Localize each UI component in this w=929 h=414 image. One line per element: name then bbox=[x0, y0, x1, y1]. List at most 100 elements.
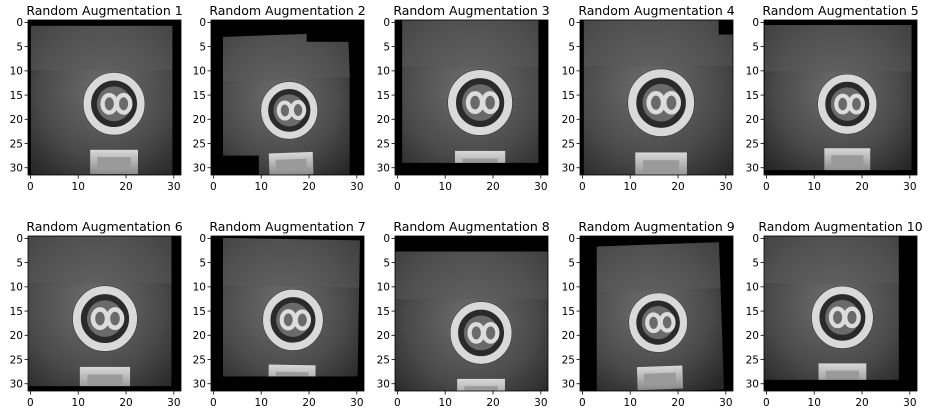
x-tick-label: 0 bbox=[210, 181, 217, 193]
x-tick-label: 20 bbox=[486, 397, 499, 409]
y-tick-label: 30 bbox=[193, 379, 206, 391]
y-tick-label: 30 bbox=[10, 163, 23, 175]
axes-frame bbox=[394, 235, 549, 392]
y-tick-label: 5 bbox=[16, 41, 23, 53]
augmented-sign-image bbox=[764, 236, 917, 391]
y-tick-label: 30 bbox=[377, 379, 390, 391]
augmented-sign-image bbox=[395, 20, 548, 175]
y-tick-label: 0 bbox=[383, 17, 390, 29]
x-tick-label: 0 bbox=[27, 397, 34, 409]
y-tick-label: 20 bbox=[562, 114, 575, 126]
y-tick-label: 10 bbox=[193, 282, 206, 294]
y-tick-label: 0 bbox=[568, 17, 575, 29]
y-tick-label: 5 bbox=[16, 257, 23, 269]
y-tick-label: 5 bbox=[568, 257, 575, 269]
y-tick-label: 25 bbox=[746, 354, 759, 366]
x-tick-label: 30 bbox=[167, 397, 180, 409]
x-tick-label: 20 bbox=[119, 397, 132, 409]
x-tick-label: 0 bbox=[763, 397, 770, 409]
y-tick-label: 15 bbox=[10, 306, 23, 318]
y-tick-label: 30 bbox=[377, 163, 390, 175]
y-tick-label: 15 bbox=[377, 306, 390, 318]
y-tick-label: 25 bbox=[746, 138, 759, 150]
y-tick-label: 5 bbox=[383, 41, 390, 53]
panel-title: Random Augmentation 5 bbox=[762, 3, 918, 18]
augmented-sign-image bbox=[28, 236, 181, 391]
y-tick-label: 15 bbox=[377, 90, 390, 102]
x-tick-label: 10 bbox=[808, 181, 821, 193]
x-tick-label: 10 bbox=[624, 397, 637, 409]
y-tick-label: 20 bbox=[10, 114, 23, 126]
panel-title: Random Augmentation 4 bbox=[578, 3, 734, 18]
y-tick-label: 25 bbox=[377, 354, 390, 366]
x-tick-label: 20 bbox=[671, 181, 684, 193]
y-tick-label: 15 bbox=[562, 90, 575, 102]
y-tick-label: 30 bbox=[562, 163, 575, 175]
x-tick-label: 20 bbox=[855, 397, 868, 409]
y-tick-label: 20 bbox=[10, 330, 23, 342]
augmented-sign-image bbox=[764, 20, 917, 175]
y-tick-label: 5 bbox=[199, 41, 206, 53]
x-tick-label: 10 bbox=[439, 181, 452, 193]
y-tick-label: 15 bbox=[746, 90, 759, 102]
y-tick-label: 20 bbox=[377, 114, 390, 126]
y-tick-label: 10 bbox=[10, 282, 23, 294]
y-tick-label: 20 bbox=[377, 330, 390, 342]
y-tick-label: 5 bbox=[752, 41, 759, 53]
y-tick-label: 25 bbox=[377, 138, 390, 150]
y-tick-label: 0 bbox=[383, 233, 390, 245]
axes-frame bbox=[763, 235, 918, 392]
y-tick-label: 10 bbox=[746, 282, 759, 294]
x-tick-label: 0 bbox=[394, 397, 401, 409]
x-tick-label: 30 bbox=[719, 181, 732, 193]
axes-frame bbox=[763, 19, 918, 176]
x-tick-label: 10 bbox=[72, 397, 85, 409]
axes-frame bbox=[210, 19, 365, 176]
x-tick-label: 30 bbox=[903, 181, 916, 193]
x-tick-label: 10 bbox=[72, 181, 85, 193]
augmented-sign-image bbox=[580, 20, 733, 175]
x-tick-label: 10 bbox=[255, 397, 268, 409]
y-tick-label: 0 bbox=[199, 233, 206, 245]
y-tick-label: 20 bbox=[193, 330, 206, 342]
y-tick-label: 5 bbox=[383, 257, 390, 269]
y-tick-label: 15 bbox=[193, 90, 206, 102]
augmented-sign-image bbox=[211, 20, 364, 175]
panel-title: Random Augmentation 6 bbox=[26, 219, 182, 234]
y-tick-label: 10 bbox=[193, 66, 206, 78]
y-tick-label: 15 bbox=[193, 306, 206, 318]
y-tick-label: 0 bbox=[199, 17, 206, 29]
x-tick-label: 30 bbox=[534, 181, 547, 193]
y-tick-label: 0 bbox=[16, 17, 23, 29]
axes-frame bbox=[27, 235, 182, 392]
x-tick-label: 30 bbox=[350, 181, 363, 193]
y-tick-label: 5 bbox=[752, 257, 759, 269]
y-tick-label: 0 bbox=[752, 17, 759, 29]
panel-title: Random Augmentation 2 bbox=[209, 3, 365, 18]
augmented-sign-image bbox=[211, 236, 364, 391]
x-tick-label: 10 bbox=[624, 181, 637, 193]
x-tick-label: 20 bbox=[119, 181, 132, 193]
panel-title: Random Augmentation 3 bbox=[393, 3, 549, 18]
panel-title: Random Augmentation 7 bbox=[209, 219, 365, 234]
y-tick-label: 0 bbox=[568, 233, 575, 245]
x-tick-label: 0 bbox=[579, 181, 586, 193]
y-tick-label: 30 bbox=[10, 379, 23, 391]
y-tick-label: 30 bbox=[562, 379, 575, 391]
y-tick-label: 20 bbox=[746, 330, 759, 342]
x-tick-label: 0 bbox=[579, 397, 586, 409]
y-tick-label: 0 bbox=[752, 233, 759, 245]
axes-frame bbox=[579, 235, 734, 392]
panel-title: Random Augmentation 1 bbox=[26, 3, 182, 18]
y-tick-label: 10 bbox=[562, 282, 575, 294]
panel-title: Random Augmentation 8 bbox=[393, 219, 549, 234]
x-tick-label: 30 bbox=[534, 397, 547, 409]
